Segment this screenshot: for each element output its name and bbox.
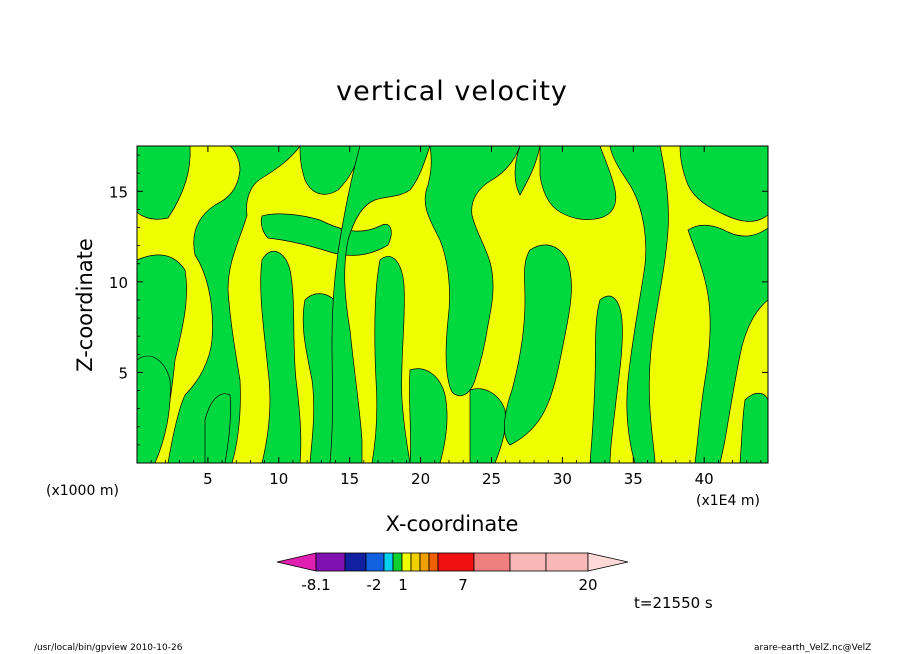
green-region-22 [739, 392, 769, 464]
colorbar-tick-label: 20 [578, 576, 597, 594]
green-region-19 [589, 295, 623, 464]
colorbar-arrow-left [276, 552, 317, 572]
colorbar-tick-label: 7 [458, 576, 468, 594]
colorbar-segment [410, 552, 421, 572]
colorbar-segment [473, 552, 511, 572]
green-region-10 [329, 145, 431, 464]
colorbar-segment [344, 552, 367, 572]
plot-frame [136, 145, 769, 464]
colorbar-segment [365, 552, 385, 572]
colorbar-tick-label: -8.1 [301, 576, 330, 594]
y-axis-label: Z-coordinate [73, 238, 97, 372]
green-region-21 [687, 224, 769, 464]
green-region-12 [424, 145, 521, 397]
x-tick-label: 30 [553, 470, 572, 488]
green-region-16 [514, 145, 541, 196]
x-tick-label: 5 [203, 470, 213, 488]
x-tick-label: 35 [624, 470, 643, 488]
green-region-15 [539, 145, 617, 220]
colorbar-segment [545, 552, 589, 572]
colorbar-segment [383, 552, 394, 572]
green-region-7 [260, 250, 302, 464]
green-region-1 [136, 145, 191, 220]
green-region-4 [167, 145, 301, 464]
green-region-17 [504, 244, 572, 446]
colorbar-tick-label: 1 [398, 576, 408, 594]
colorbar-segment [419, 552, 430, 572]
x-unit-note: (x1000 m) [46, 483, 119, 499]
x-tick-label: 15 [340, 470, 359, 488]
x-tick-label: 25 [482, 470, 501, 488]
y-tick-label: 15 [109, 183, 128, 201]
colorbar-segment [315, 552, 346, 572]
colorbar-tick-label: -2 [367, 576, 382, 594]
green-region-6 [260, 213, 392, 256]
footer-left: /usr/local/bin/gpview 2010-10-26 [34, 643, 183, 653]
x-axis-ticks: 5 10 15 20 25 30 35 40 [150, 146, 762, 488]
y-tick-label: 5 [118, 364, 128, 382]
x-axis-label: X-coordinate [385, 512, 519, 536]
x-scale-note: (x1E4 m) [696, 493, 760, 509]
green-region-5 [204, 393, 231, 464]
green-region-14 [469, 388, 506, 464]
time-annotation: t=21550 s [634, 594, 713, 612]
chart-title: vertical velocity [336, 76, 568, 107]
x-tick-label: 40 [695, 470, 714, 488]
colorbar-segment [509, 552, 547, 572]
colorbar: -8.1 -2 1 7 20 [276, 552, 629, 594]
green-region-13 [409, 368, 448, 464]
x-tick-label: 20 [411, 470, 430, 488]
colorbar-segment [428, 552, 439, 572]
colorbar-segment [401, 552, 412, 572]
colorbar-segment [437, 552, 475, 572]
green-region-11 [371, 256, 411, 464]
footer-right: arare-earth_VelZ.nc@VelZ [754, 643, 872, 653]
green-contour-regions [136, 145, 769, 464]
y-tick-label: 10 [109, 274, 128, 292]
green-region-3 [136, 355, 171, 464]
colorbar-segment [392, 552, 403, 572]
x-tick-label: 10 [269, 470, 288, 488]
colorbar-arrow-right [587, 552, 629, 572]
green-region-20 [679, 145, 769, 222]
y-axis-ticks: 5 10 15 [109, 154, 768, 446]
